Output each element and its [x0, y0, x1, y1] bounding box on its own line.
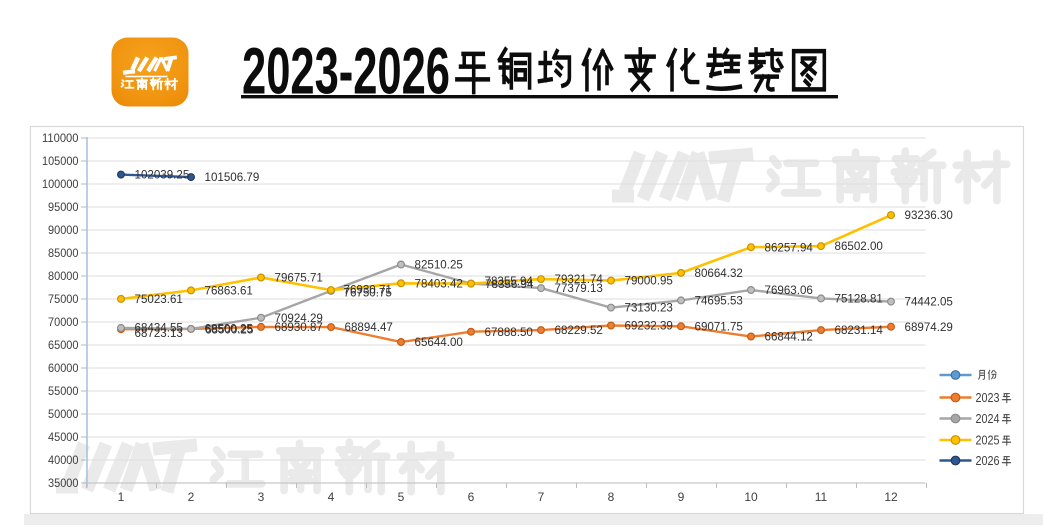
svg-text:68930.87: 68930.87 [275, 321, 323, 334]
svg-text:79321.74: 79321.74 [555, 273, 604, 286]
svg-text:78403.42: 78403.42 [415, 277, 463, 290]
svg-text:76750.75: 76750.75 [344, 287, 392, 300]
svg-text:68723.13: 68723.13 [135, 327, 183, 340]
svg-text:8: 8 [608, 490, 615, 504]
svg-text:82510.25: 82510.25 [415, 259, 463, 272]
svg-text:55000: 55000 [48, 384, 79, 398]
svg-text:90000: 90000 [48, 223, 79, 237]
svg-text:76930.71: 76930.71 [344, 284, 392, 297]
svg-text:74695.53: 74695.53 [695, 295, 743, 308]
svg-text:85000: 85000 [48, 246, 79, 260]
svg-text:7: 7 [538, 490, 545, 504]
svg-text:45000: 45000 [48, 430, 79, 444]
svg-text:105000: 105000 [42, 154, 79, 168]
svg-text:100000: 100000 [42, 177, 79, 191]
svg-text:65644.00: 65644.00 [415, 336, 463, 349]
svg-text:67888.50: 67888.50 [485, 326, 533, 339]
svg-text:1: 1 [118, 490, 125, 504]
svg-text:2023: 2023 [976, 391, 1000, 405]
svg-text:70000: 70000 [48, 315, 79, 329]
svg-text:68229.52: 68229.52 [555, 324, 603, 337]
svg-text:93236.30: 93236.30 [905, 209, 953, 222]
svg-text:9: 9 [678, 490, 685, 504]
svg-text:110000: 110000 [42, 131, 79, 145]
svg-text:86257.94: 86257.94 [765, 241, 814, 254]
svg-text:95000: 95000 [48, 200, 79, 214]
svg-text:40000: 40000 [48, 453, 79, 467]
svg-text:80664.32: 80664.32 [695, 267, 743, 280]
svg-text:86502.00: 86502.00 [835, 240, 883, 253]
svg-text:11: 11 [815, 490, 828, 504]
svg-text:78356.94: 78356.94 [485, 278, 534, 291]
svg-text:69232.39: 69232.39 [625, 320, 673, 333]
svg-text:79000.95: 79000.95 [625, 275, 673, 288]
svg-text:76963.06: 76963.06 [765, 284, 813, 297]
svg-text:75128.81: 75128.81 [835, 293, 883, 306]
svg-text:68231.14: 68231.14 [835, 324, 884, 337]
svg-text:74442.05: 74442.05 [905, 296, 953, 309]
svg-text:69071.75: 69071.75 [695, 320, 743, 333]
svg-text:70924.29: 70924.29 [275, 312, 323, 325]
svg-text:10: 10 [744, 490, 758, 504]
svg-text:60000: 60000 [48, 361, 79, 375]
svg-text:75023.61: 75023.61 [135, 293, 183, 306]
svg-text:35000: 35000 [48, 476, 79, 490]
svg-text:77379.13: 77379.13 [555, 282, 603, 295]
svg-text:65000: 65000 [48, 338, 79, 352]
svg-text:73130.23: 73130.23 [625, 302, 673, 315]
svg-text:2025: 2025 [976, 433, 1000, 447]
svg-text:79675.71: 79675.71 [275, 272, 323, 285]
svg-text:2024: 2024 [976, 412, 1000, 426]
svg-text:2: 2 [188, 490, 195, 504]
svg-text:2026: 2026 [976, 454, 1000, 468]
svg-text:68434.55: 68434.55 [135, 322, 183, 335]
svg-text:75000: 75000 [48, 292, 79, 306]
svg-text:102039.25: 102039.25 [135, 169, 190, 182]
svg-text:78355.94: 78355.94 [485, 275, 534, 288]
svg-text:50000: 50000 [48, 407, 79, 421]
svg-text:3: 3 [258, 490, 265, 504]
svg-text:4: 4 [328, 490, 335, 504]
svg-text:68500.25: 68500.25 [205, 322, 253, 335]
svg-text:12: 12 [884, 490, 898, 504]
svg-text:80000: 80000 [48, 269, 79, 283]
svg-text:68894.47: 68894.47 [345, 321, 393, 334]
svg-text:76863.61: 76863.61 [205, 285, 253, 298]
svg-text:66844.12: 66844.12 [765, 331, 813, 344]
svg-text:68500.25: 68500.25 [205, 324, 253, 337]
svg-text:6: 6 [468, 490, 475, 504]
svg-text:5: 5 [398, 490, 405, 504]
svg-text:68974.29: 68974.29 [905, 321, 953, 334]
svg-text:101506.79: 101506.79 [205, 171, 260, 184]
